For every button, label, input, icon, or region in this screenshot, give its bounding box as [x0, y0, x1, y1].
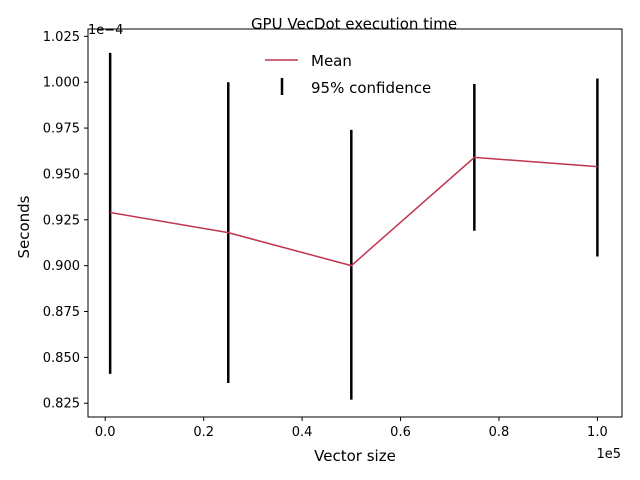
x-offset-label: 1e5: [596, 447, 621, 462]
x-tick-label: 0.4: [292, 425, 313, 440]
chart-title: GPU VecDot execution time: [251, 15, 457, 33]
x-tick-label: 0.6: [390, 425, 411, 440]
x-tick-label: 1.0: [587, 425, 608, 440]
legend-mean-label: Mean: [311, 52, 352, 70]
mean-series-line: [110, 156, 598, 267]
x-tick-label: 0.8: [489, 425, 510, 440]
y-tick-label: 0.975: [43, 122, 80, 137]
plot-marks: [108, 52, 599, 400]
y-axis-label: Seconds: [15, 195, 33, 258]
y-tick-label: 1.025: [43, 30, 80, 45]
x-tick-label: 0.0: [95, 425, 116, 440]
y-tick-label: 0.825: [43, 397, 80, 412]
x-tick-label: 0.2: [193, 425, 214, 440]
y-tick-label: 0.950: [43, 167, 80, 182]
y-tick-label: 0.925: [43, 213, 80, 228]
y-tick-label: 0.900: [43, 259, 80, 274]
legend: Mean 95% confidence: [265, 52, 431, 97]
plot-frame: [87, 28, 623, 418]
axis-ticks: 0.0 0.2 0.4 0.6 0.8 1.0 0.825 0.850 0.875 0.900 0.…: [43, 30, 608, 440]
x-axis-label: Vector size: [314, 447, 396, 465]
y-tick-label: 0.875: [43, 305, 80, 320]
y-tick-label: 0.850: [43, 351, 80, 366]
legend-confidence-label: 95% confidence: [311, 79, 431, 97]
y-offset-label: 1e−4: [88, 23, 123, 38]
y-tick-label: 1.000: [43, 76, 80, 91]
